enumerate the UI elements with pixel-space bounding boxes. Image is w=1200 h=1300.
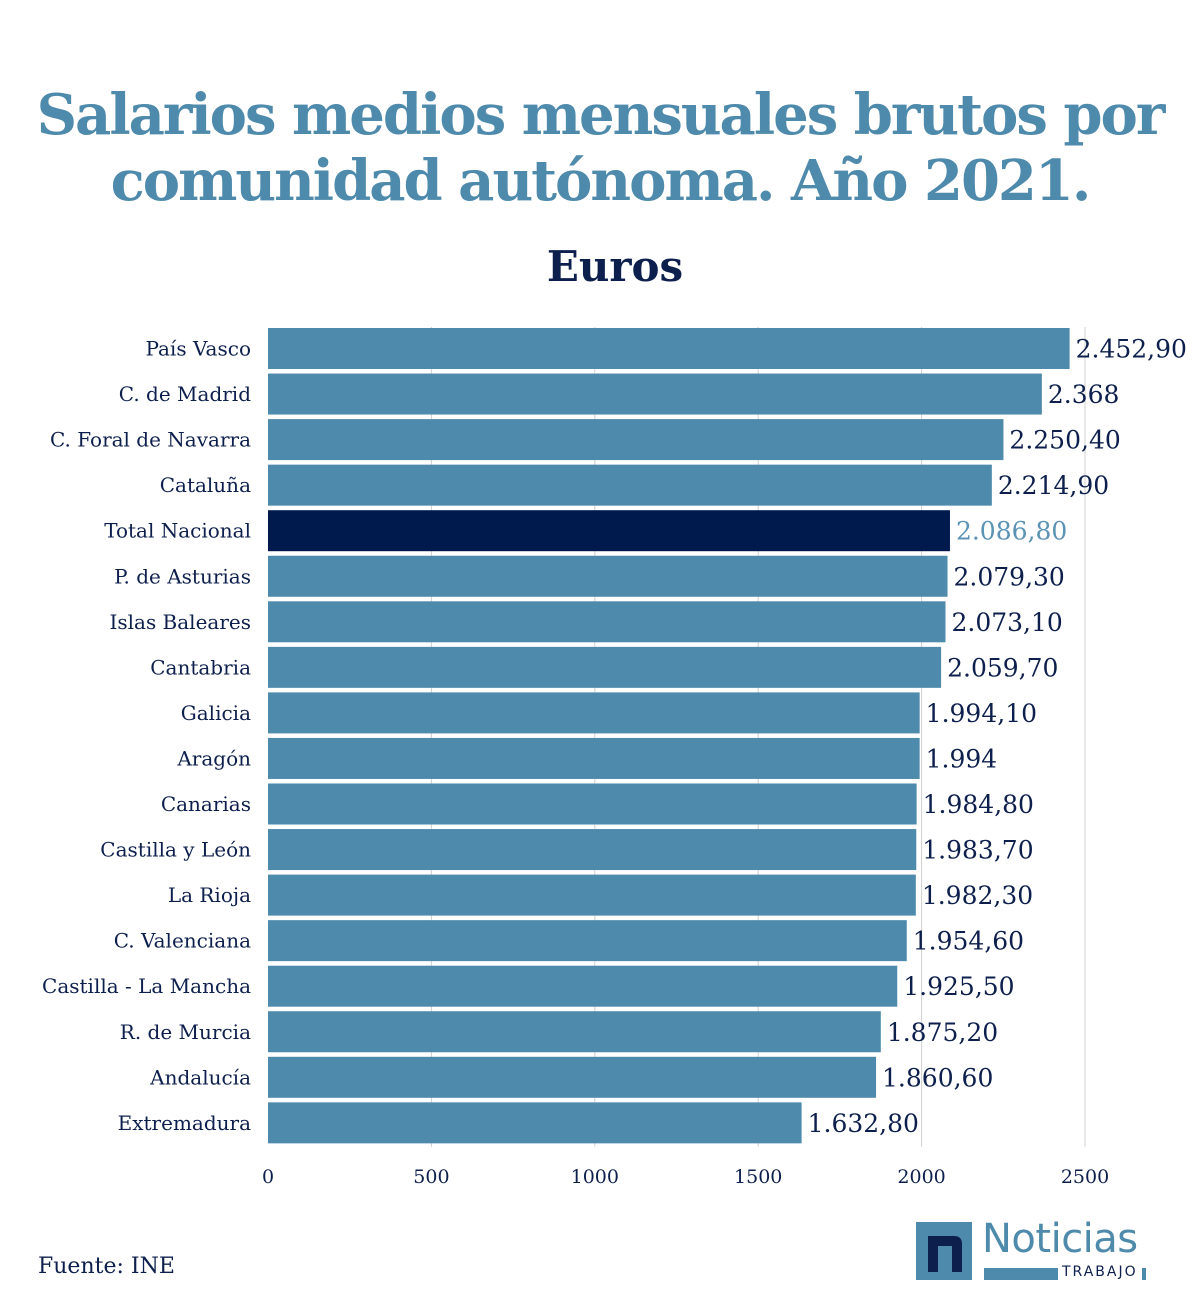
- logo-n-icon: [916, 1222, 972, 1280]
- bars: [268, 328, 1070, 1144]
- category-label: Total Nacional: [104, 519, 251, 543]
- bar-highlight: [268, 510, 950, 552]
- bar: [268, 737, 920, 779]
- category-label: Cataluña: [160, 473, 251, 497]
- value-label: 1.925,50: [903, 972, 1014, 1001]
- bar: [268, 1011, 881, 1053]
- bar: [268, 829, 917, 871]
- category-label: Canarias: [161, 792, 251, 816]
- value-label: 1.994: [926, 744, 998, 773]
- x-tick-label: 2000: [897, 1166, 945, 1188]
- value-label: 1.860,60: [882, 1063, 993, 1092]
- x-axis-ticks: 0 500 1000 1500 2000 2500: [262, 1166, 1109, 1188]
- value-label: 1.994,10: [926, 699, 1037, 728]
- value-label: 1.982,30: [922, 881, 1033, 910]
- bar: [268, 373, 1042, 415]
- bar: [268, 965, 898, 1007]
- value-label: 2.073,10: [951, 608, 1062, 637]
- category-label: R. de Murcia: [120, 1020, 251, 1044]
- category-label: C. de Madrid: [119, 382, 251, 406]
- value-label: 1.983,70: [922, 836, 1033, 865]
- x-tick-label: 0: [262, 1166, 274, 1188]
- bar: [268, 920, 907, 962]
- bar: [268, 601, 946, 643]
- value-label: 2.086,80: [956, 517, 1067, 546]
- noticias-trabajo-logo: Noticias TRABAJO: [916, 1216, 1156, 1282]
- gridlines: [430, 327, 1086, 1147]
- value-label: 1.875,20: [887, 1018, 998, 1047]
- chart-subtitle: Euros: [546, 242, 684, 291]
- value-label: 2.368: [1048, 380, 1120, 409]
- logo-wordmark: Noticias: [982, 1216, 1138, 1262]
- category-labels: País Vasco C. de Madrid C. Foral de Navarr…: [42, 337, 251, 1135]
- bar: [268, 464, 992, 506]
- category-label: C. Foral de Navarra: [50, 428, 251, 452]
- x-tick-label: 1500: [734, 1166, 782, 1188]
- category-label: P. de Asturias: [114, 564, 251, 588]
- category-label: C. Valenciana: [114, 929, 251, 953]
- value-label: 2.079,30: [954, 562, 1065, 591]
- category-label: Aragón: [176, 746, 251, 770]
- value-label: 2.059,70: [947, 653, 1058, 682]
- bar: [268, 328, 1070, 369]
- bar: [268, 1102, 802, 1144]
- logo-subtext: TRABAJO: [1058, 1264, 1142, 1280]
- category-label: Castilla y León: [100, 838, 251, 862]
- value-label: 2.452,90: [1076, 335, 1187, 364]
- x-tick-label: 1000: [571, 1166, 619, 1188]
- x-tick-label: 500: [413, 1166, 449, 1188]
- value-label: 2.250,40: [1009, 426, 1120, 455]
- chart-title: Salarios medios mensuales brutos por com…: [36, 82, 1166, 214]
- bar: [268, 555, 948, 597]
- bar: [268, 1056, 877, 1098]
- bar: [268, 874, 916, 916]
- category-label: Andalucía: [149, 1065, 251, 1089]
- category-label: Galicia: [181, 701, 251, 725]
- category-label: Cantabria: [150, 655, 251, 679]
- value-label: 2.214,90: [998, 471, 1109, 500]
- x-tick-label: 2500: [1061, 1166, 1109, 1188]
- category-label: Extremadura: [118, 1111, 251, 1135]
- category-label: País Vasco: [145, 337, 251, 361]
- category-label: Islas Baleares: [109, 610, 251, 634]
- source-note: Fuente: INE: [38, 1254, 175, 1279]
- bar: [268, 692, 920, 734]
- bar: [268, 646, 942, 688]
- bar-chart: País Vasco C. de Madrid C. Foral de Navarr…: [42, 327, 1187, 1188]
- bar: [268, 783, 917, 825]
- category-label: La Rioja: [168, 883, 251, 907]
- value-label: 1.632,80: [808, 1109, 919, 1138]
- value-labels: 2.452,90 2.368 2.250,40 2.214,90 2.086,80 2.0…: [808, 335, 1187, 1138]
- value-label: 1.954,60: [913, 927, 1024, 956]
- value-label: 1.984,80: [923, 790, 1034, 819]
- category-label: Castilla - La Mancha: [42, 974, 251, 998]
- bar: [268, 419, 1004, 461]
